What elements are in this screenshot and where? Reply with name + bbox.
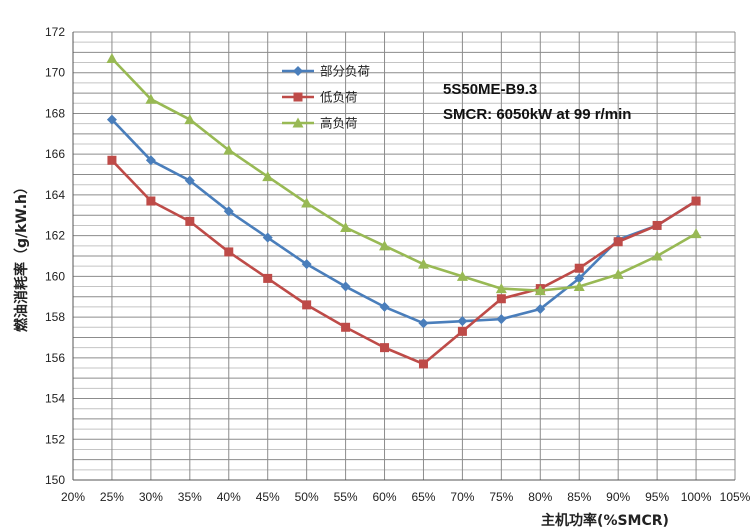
data-point bbox=[145, 93, 157, 104]
x-tick-label: 30% bbox=[139, 490, 163, 504]
data-point bbox=[652, 220, 662, 230]
data-point bbox=[612, 268, 624, 279]
data-point bbox=[417, 258, 429, 269]
x-tick-label: 60% bbox=[373, 490, 397, 504]
series-line bbox=[111, 118, 697, 325]
data-point bbox=[573, 281, 585, 292]
y-axis-ticks: 150 152 154 156 158 160 162 164 166 168 170 172 bbox=[45, 25, 65, 487]
y-tick-label: 164 bbox=[45, 188, 65, 202]
data-point bbox=[651, 250, 663, 261]
y-tick-label: 158 bbox=[45, 310, 65, 324]
data-point bbox=[456, 270, 468, 281]
data-point bbox=[262, 232, 273, 243]
x-axis-label: 主机功率(%SMCR) bbox=[541, 512, 669, 529]
data-point bbox=[302, 300, 312, 310]
series-group bbox=[106, 52, 702, 369]
data-point bbox=[496, 294, 506, 304]
x-tick-label: 80% bbox=[528, 490, 552, 504]
data-point bbox=[301, 197, 313, 208]
data-point bbox=[418, 359, 428, 369]
data-point bbox=[145, 155, 156, 166]
y-tick-label: 168 bbox=[45, 106, 65, 120]
x-tick-label: 65% bbox=[411, 490, 435, 504]
legend-label: 高负荷 bbox=[320, 116, 358, 131]
data-point bbox=[223, 206, 234, 217]
x-tick-label: 20% bbox=[61, 490, 85, 504]
data-point bbox=[106, 114, 117, 125]
legend-marker bbox=[292, 117, 304, 128]
data-point bbox=[340, 221, 352, 232]
y-tick-label: 152 bbox=[45, 432, 65, 446]
data-point bbox=[106, 52, 118, 63]
data-point bbox=[691, 196, 701, 206]
x-tick-label: 45% bbox=[256, 490, 280, 504]
y-tick-label: 162 bbox=[45, 229, 65, 243]
legend-marker bbox=[293, 66, 303, 76]
legend-label: 低负荷 bbox=[320, 90, 358, 105]
legend-marker bbox=[293, 92, 303, 102]
series-3 bbox=[106, 52, 702, 296]
data-point bbox=[341, 322, 351, 332]
data-point bbox=[613, 237, 623, 247]
annotation-model: 5S50ME-B9.3 bbox=[443, 81, 537, 98]
series-2 bbox=[107, 155, 701, 369]
data-point bbox=[690, 228, 702, 239]
x-tick-label: 40% bbox=[217, 490, 241, 504]
data-point bbox=[262, 171, 274, 182]
legend-entry: 部分负荷 bbox=[282, 64, 370, 79]
data-point bbox=[534, 285, 546, 296]
y-tick-label: 172 bbox=[45, 25, 65, 39]
data-point bbox=[340, 281, 351, 292]
x-tick-label: 75% bbox=[489, 490, 513, 504]
x-axis-ticks: 20% 25% 30% 35% 40% 45% 50% 55% 60% 65% 70% 75% 80% 8… bbox=[61, 490, 751, 504]
series-line bbox=[111, 159, 697, 366]
data-point bbox=[184, 175, 195, 186]
y-axis-label: 燃油消耗率（g/kW.h） bbox=[13, 180, 30, 332]
data-point bbox=[457, 326, 467, 336]
x-tick-label: 90% bbox=[606, 490, 630, 504]
legend-entry: 低负荷 bbox=[282, 90, 358, 105]
x-tick-label: 55% bbox=[334, 490, 358, 504]
x-tick-label: 85% bbox=[567, 490, 591, 504]
y-tick-label: 166 bbox=[45, 147, 65, 161]
x-tick-label: 50% bbox=[295, 490, 319, 504]
data-point bbox=[379, 240, 391, 251]
data-point bbox=[263, 273, 273, 283]
data-point bbox=[224, 247, 234, 257]
data-point bbox=[301, 259, 312, 270]
y-tick-label: 150 bbox=[45, 473, 65, 487]
x-tick-label: 100% bbox=[681, 490, 712, 504]
data-point bbox=[107, 155, 117, 165]
grid bbox=[72, 31, 736, 481]
data-point bbox=[379, 301, 390, 312]
x-tick-label: 35% bbox=[178, 490, 202, 504]
data-point bbox=[185, 216, 195, 226]
data-point bbox=[495, 283, 507, 294]
data-point bbox=[535, 303, 546, 314]
data-point bbox=[574, 263, 584, 273]
y-tick-label: 154 bbox=[45, 392, 65, 406]
x-tick-label: 95% bbox=[645, 490, 669, 504]
y-tick-label: 170 bbox=[45, 66, 65, 80]
data-point bbox=[574, 273, 585, 284]
y-tick-label: 160 bbox=[45, 269, 65, 283]
data-point bbox=[184, 114, 196, 125]
data-point bbox=[496, 314, 507, 325]
data-point bbox=[146, 196, 156, 206]
y-tick-label: 156 bbox=[45, 351, 65, 365]
data-point bbox=[223, 144, 235, 155]
series-line bbox=[111, 57, 697, 292]
x-tick-label: 70% bbox=[450, 490, 474, 504]
legend-label: 部分负荷 bbox=[320, 64, 370, 79]
annotation-smcr: SMCR: 6050kW at 99 r/min bbox=[443, 106, 631, 123]
data-point bbox=[457, 316, 468, 327]
x-tick-label: 25% bbox=[100, 490, 124, 504]
data-point bbox=[418, 318, 429, 329]
legend-entry: 高负荷 bbox=[282, 116, 358, 131]
x-tick-label: 105% bbox=[720, 490, 751, 504]
data-point bbox=[380, 343, 390, 353]
